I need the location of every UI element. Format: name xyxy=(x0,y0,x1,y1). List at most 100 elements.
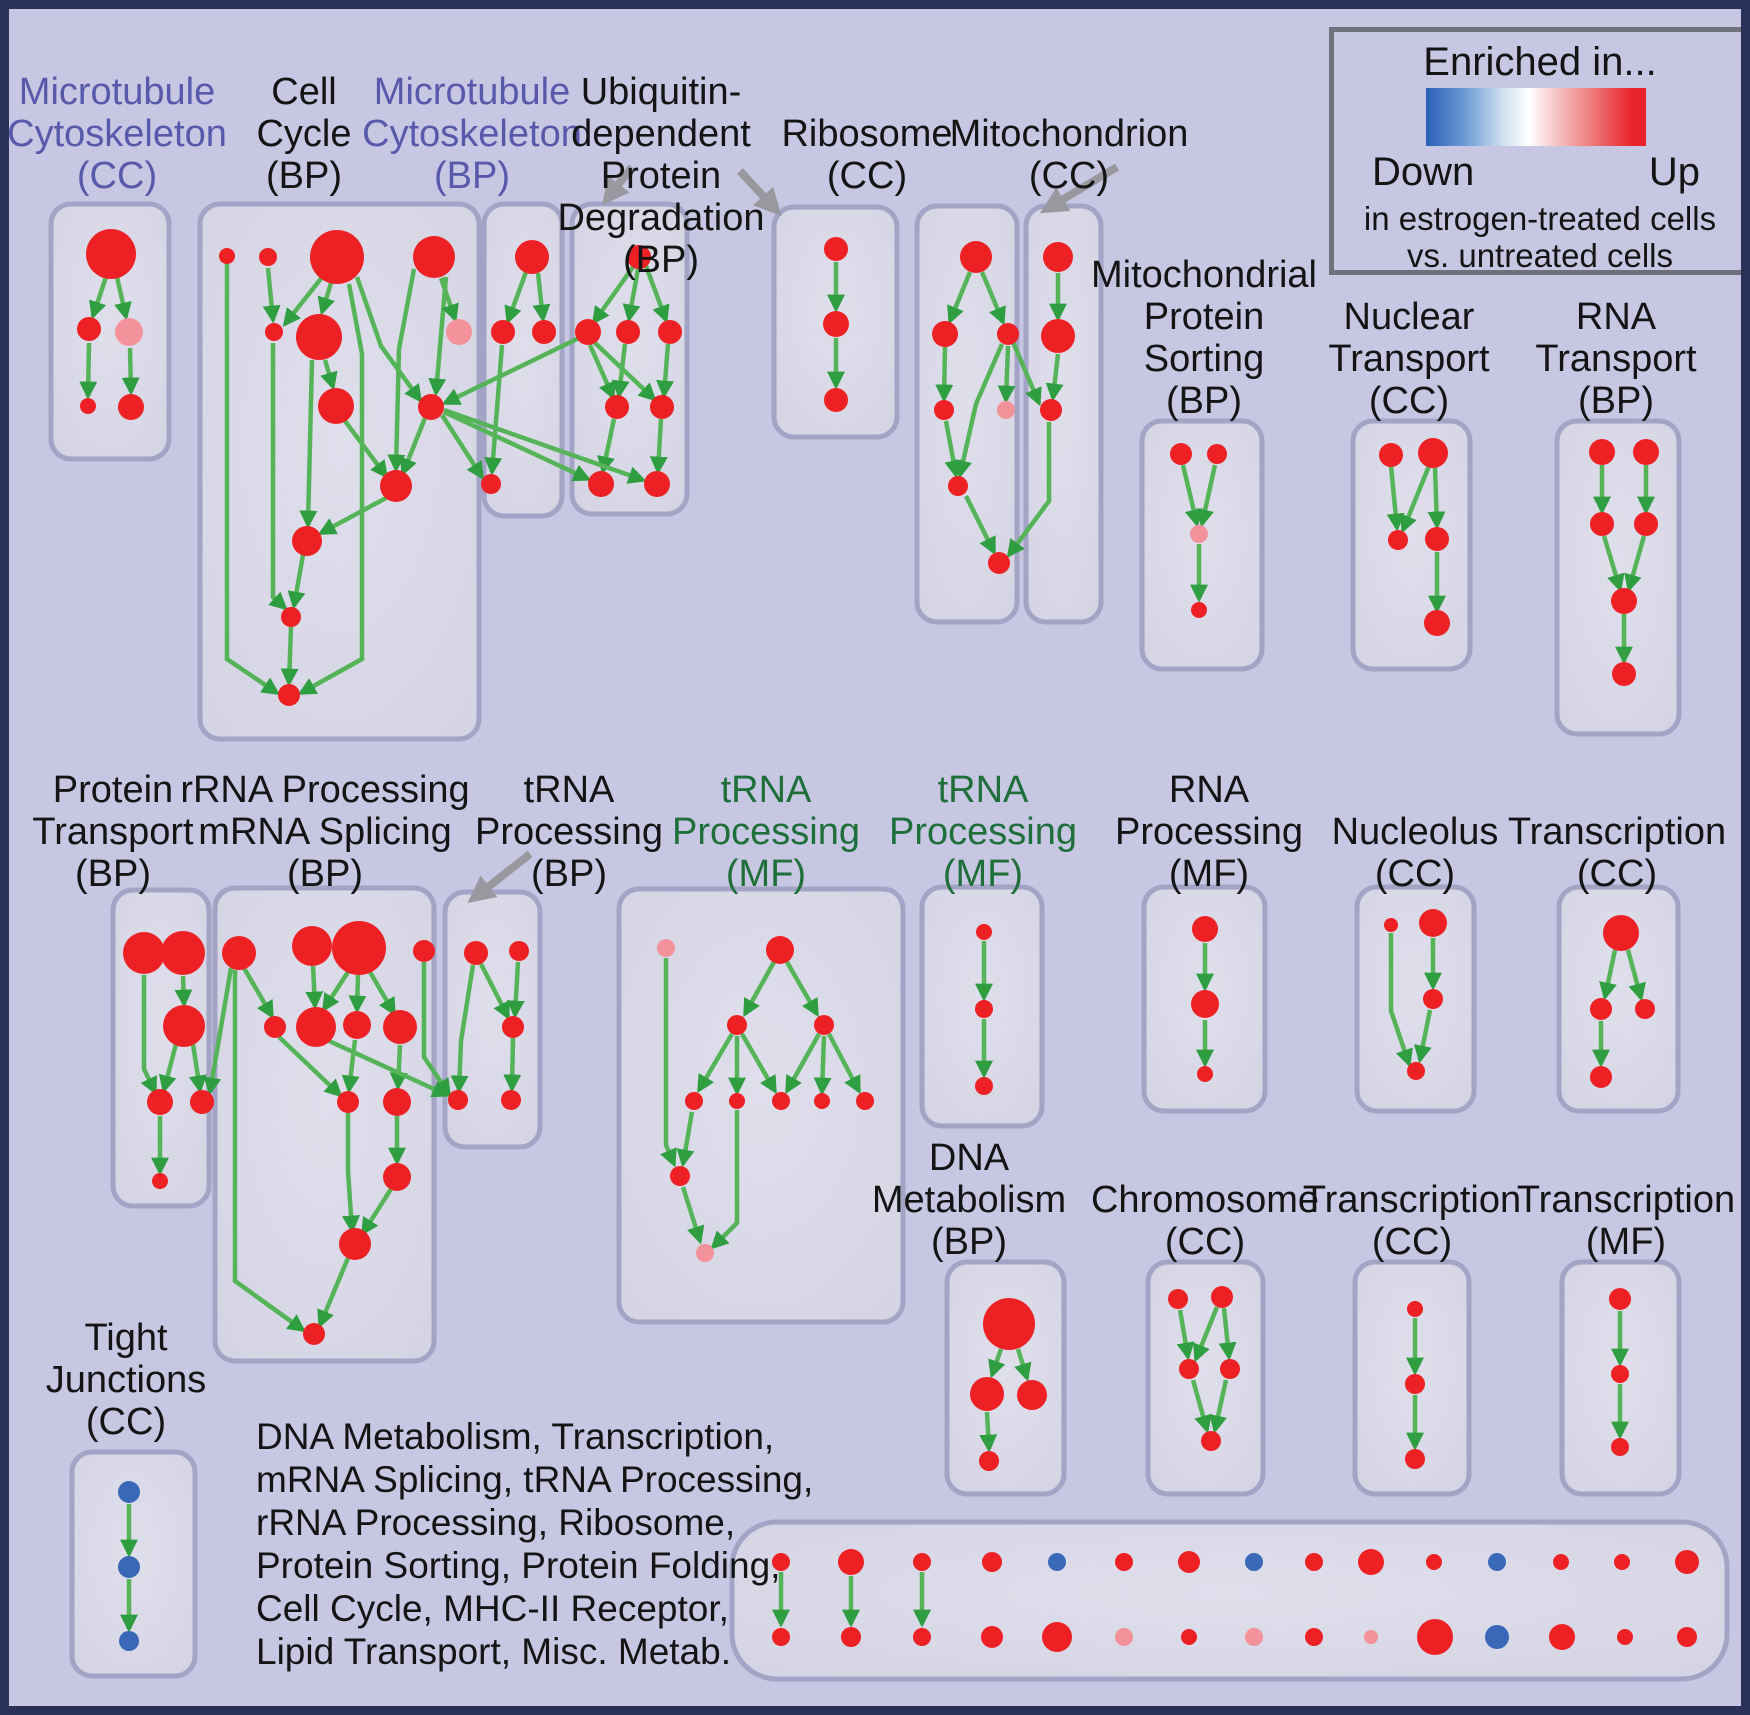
cluster-label-line: Metabolism xyxy=(871,1179,1067,1221)
edge-dna-metabolism xyxy=(979,1411,998,1453)
cluster-label-transcription-cc-2: Transcription (CC) xyxy=(1303,1179,1521,1263)
cluster-label-line: RNA xyxy=(1575,296,1657,338)
node-cell-cycle-r xyxy=(318,388,354,424)
cluster-label-transcription-mf: Transcription (MF) xyxy=(1517,1179,1735,1263)
cross-cluster-edge xyxy=(1010,341,1042,407)
node-trna-mf-large-p xyxy=(696,1244,714,1262)
node-transcription-mf-r xyxy=(1609,1288,1631,1310)
node-rrna-mrna-r xyxy=(337,1091,359,1113)
cluster-label-line: Degradation xyxy=(557,197,765,239)
edge-trna-bp xyxy=(506,961,525,1019)
cluster-label-line: tRNA xyxy=(937,769,1029,811)
node-rrna-mrna-r xyxy=(413,940,435,962)
edge-ribosome xyxy=(963,494,997,556)
edge-ubiq-1 xyxy=(597,418,617,475)
edge-chromosome xyxy=(1176,1309,1195,1361)
cluster-label-line: (MF) xyxy=(942,853,1024,895)
cross-cluster-edge xyxy=(203,967,234,1096)
cluster-label-line: (MF) xyxy=(1585,1221,1667,1263)
cluster-label-line: (CC) xyxy=(826,155,908,197)
cluster-label-line: Processing xyxy=(889,811,1077,853)
edge-mt-cc xyxy=(89,276,109,320)
edge-protein-transport xyxy=(158,1043,179,1094)
node-protein-transport-r xyxy=(190,1090,214,1114)
cluster-label-line: Tight xyxy=(84,1317,168,1359)
edge-ubiq-1 xyxy=(656,343,675,399)
node-mito-sort-r xyxy=(1191,602,1207,618)
node-transcription-cc-1-r xyxy=(1635,999,1655,1019)
edge-trna-mf-large xyxy=(827,1032,861,1095)
misc-cluster-text-block: DNA Metabolism, Transcription, mRNA Splic… xyxy=(256,1415,813,1673)
node-nucleolus-r xyxy=(1407,1062,1425,1080)
edge-rrna-mrna xyxy=(348,974,367,1014)
node-trna-mf-small-r xyxy=(975,1077,993,1095)
node-misc-wide-b xyxy=(1245,1553,1263,1571)
node-cell-cycle-r xyxy=(292,526,322,556)
cluster-label-line: Mitochondrial xyxy=(1091,254,1317,296)
edge-nuclear-transport xyxy=(1386,465,1405,532)
cluster-box-nucleolus xyxy=(1354,884,1477,1114)
edge-trna-mf-large xyxy=(697,1032,734,1094)
edge-rrna-mrna xyxy=(342,1113,361,1234)
edge-cell-cycle xyxy=(387,268,417,473)
node-transcription-mf-r xyxy=(1611,1365,1629,1383)
cluster-label-line: (BP) xyxy=(433,155,510,197)
cluster-label-line: Cycle xyxy=(256,113,352,155)
cluster-label-line: Chromosome xyxy=(1090,1179,1320,1221)
edge-cell-cycle xyxy=(399,417,428,477)
cluster-label-line: Sorting xyxy=(1143,338,1265,380)
cluster-box-chromosome xyxy=(1145,1259,1266,1497)
node-trna-bp-r xyxy=(448,1090,468,1110)
edge-nuclear-transport xyxy=(1400,465,1432,534)
cluster-label-chromosome: Chromosome (CC) xyxy=(1091,1179,1319,1263)
edge-protein-transport xyxy=(174,975,193,1008)
edge-rrna-mrna xyxy=(232,970,306,1333)
edge-mt-cc xyxy=(79,342,98,400)
edge-trna-mf-large xyxy=(680,1186,705,1245)
node-misc-wide-b xyxy=(1488,1553,1506,1571)
edge-ubiq-1 xyxy=(622,268,641,323)
edge-mt-bp xyxy=(532,272,551,323)
node-cell-cycle-r xyxy=(380,470,412,502)
cluster-label-line: Transport xyxy=(32,811,194,853)
node-transcription-cc-1-r xyxy=(1590,998,1612,1020)
edge-nucleolus xyxy=(1413,1009,1433,1064)
cluster-label-rrna-mrna: rRNA Processing mRNA Splicing (BP) xyxy=(180,769,469,895)
cluster-label-line: Processing xyxy=(475,811,663,853)
node-ubiq-1-r xyxy=(605,395,629,419)
cluster-label-line: Mitochondrion xyxy=(949,113,1189,155)
edge-mt-bp xyxy=(484,344,505,476)
node-rrna-mrna-r xyxy=(264,1016,286,1038)
edge-trna-mf-large xyxy=(676,1111,695,1168)
edge-cell-cycle xyxy=(317,496,388,535)
edge-mt-cc xyxy=(114,276,132,321)
cluster-box-mito-sort xyxy=(1139,418,1265,672)
node-misc-wide-r xyxy=(1617,1629,1633,1645)
cluster-label-line: (CC) xyxy=(1368,380,1450,422)
cluster-box-transcription-cc-1 xyxy=(1556,884,1681,1114)
edge-trna-mf-large xyxy=(785,960,819,1018)
node-cell-cycle-r xyxy=(296,314,342,360)
legend-subtitle-line2: vs. untreated cells xyxy=(1407,237,1673,274)
edge-chromosome xyxy=(1218,1307,1237,1361)
cluster-label-protein-transport: Protein Transport (BP) xyxy=(32,769,193,895)
cluster-label-line: Processing xyxy=(672,811,860,853)
cluster-label-line: tRNA xyxy=(720,769,812,811)
edge-nuclear-transport xyxy=(1427,466,1446,530)
node-misc-wide-b xyxy=(1485,1625,1509,1649)
node-misc-wide-r xyxy=(841,1627,861,1647)
node-trna-mf-small-r xyxy=(976,924,992,940)
edge-trna-mf-large xyxy=(740,1032,777,1095)
cluster-label-line: Transport xyxy=(1535,338,1697,380)
node-protein-transport-r xyxy=(123,932,165,974)
node-rna-processing-r xyxy=(1192,916,1218,942)
node-rrna-mrna-r xyxy=(296,1007,336,1047)
cluster-label-line: (CC) xyxy=(85,1401,167,1443)
node-trna-mf-large-r xyxy=(766,936,794,964)
cross-cluster-edge xyxy=(443,407,647,484)
misc-text-line: mRNA Splicing, tRNA Processing, xyxy=(256,1459,814,1500)
node-misc-wide-r xyxy=(913,1628,931,1646)
label-pointer-arrow xyxy=(737,168,782,216)
cross-cluster-edge xyxy=(443,409,592,482)
node-nuclear-transport-r xyxy=(1418,438,1448,468)
